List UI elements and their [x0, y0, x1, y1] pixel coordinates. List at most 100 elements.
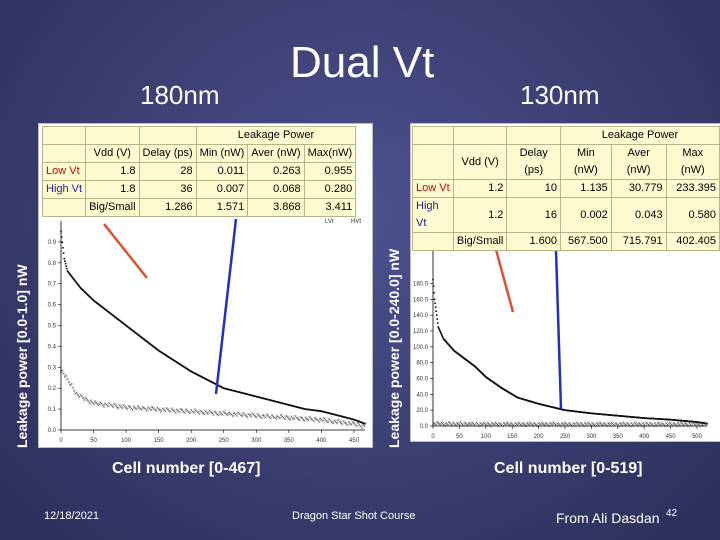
data-point-high-vt: ×	[172, 408, 175, 414]
data-point-high-vt: ×	[594, 424, 597, 430]
col-header: Min (nW)	[559, 144, 612, 180]
data-point-high-vt: ×	[477, 423, 480, 429]
data-point-high-vt: ×	[539, 423, 542, 429]
data-point-high-vt: ×	[268, 415, 271, 421]
data-point-high-vt: ×	[530, 421, 533, 427]
data-point-high-vt: ×	[659, 423, 662, 429]
data-point-high-vt: ×	[60, 369, 63, 375]
data-point-high-vt: ×	[547, 423, 550, 429]
data-point-high-vt: ×	[592, 422, 595, 428]
data-point-high-vt: ×	[654, 422, 657, 428]
data-point-high-vt: ×	[583, 424, 586, 430]
x-tick-label: 300	[251, 438, 262, 444]
data-point-high-vt: ×	[503, 422, 506, 428]
data-point-low-vt	[435, 314, 438, 316]
table-cell: 30.779	[610, 179, 667, 198]
data-point-high-vt: ×	[313, 416, 316, 422]
data-point-high-vt: ×	[628, 423, 631, 429]
data-point-high-vt: ×	[596, 422, 599, 428]
data-point-high-vt: ×	[117, 406, 120, 412]
data-point-high-vt: ×	[173, 409, 176, 415]
row-label-low-vt: Low Vt	[41, 162, 87, 181]
data-point-high-vt: ×	[196, 410, 199, 416]
data-point-high-vt: ×	[671, 424, 674, 430]
annotation-arrow	[553, 218, 563, 410]
table-cell: 0.580	[665, 197, 720, 233]
x-tick-label: 0	[59, 438, 63, 444]
data-point-high-vt: ×	[135, 407, 138, 413]
table-cell: 715.791	[610, 232, 667, 251]
data-point-high-vt: ×	[351, 420, 354, 426]
group-header: Leakage Power	[559, 126, 720, 145]
data-point-high-vt: ×	[291, 416, 294, 422]
data-point-high-vt: ×	[231, 414, 234, 420]
data-point-high-vt: ×	[276, 414, 279, 420]
data-point-high-vt: ×	[320, 418, 323, 424]
y-tick-label: 20.0	[416, 408, 428, 414]
data-point-high-vt: ×	[294, 414, 297, 420]
table-cell: 0.043	[610, 197, 667, 233]
data-point-high-vt: ×	[134, 406, 137, 412]
data-point-high-vt: ×	[170, 407, 173, 413]
data-point-high-vt: ×	[250, 414, 253, 420]
data-point-high-vt: ×	[558, 423, 561, 429]
data-point-high-vt: ×	[666, 422, 669, 428]
slide-title: Dual Vt	[290, 38, 435, 87]
data-point-high-vt: ×	[595, 421, 598, 427]
y-tick-label: 0.0	[420, 424, 429, 430]
annotation-arrow	[214, 218, 238, 395]
data-point-high-vt: ×	[323, 416, 326, 422]
data-point-high-vt: ×	[74, 392, 77, 398]
data-point-high-vt: ×	[606, 424, 609, 430]
x-tick-label: 100	[121, 438, 132, 444]
data-point-high-vt: ×	[510, 421, 513, 427]
data-point-high-vt: ×	[126, 407, 129, 413]
data-point-high-vt: ×	[501, 424, 504, 430]
table-corner	[412, 126, 454, 145]
data-point-high-vt: ×	[281, 414, 284, 420]
data-point-high-vt: ×	[304, 416, 307, 422]
table-blank	[138, 126, 197, 145]
data-point-high-vt: ×	[118, 403, 121, 409]
data-point-high-vt: ×	[349, 421, 352, 427]
data-point-high-vt: ×	[69, 383, 72, 389]
data-point-low-vt	[64, 262, 67, 265]
x-tick-label: 150	[154, 438, 165, 444]
data-point-high-vt: ×	[552, 420, 555, 426]
data-point-high-vt: ×	[608, 422, 611, 428]
data-point-high-vt: ×	[259, 415, 262, 421]
data-point-high-vt: ×	[565, 422, 568, 428]
data-point-high-vt: ×	[345, 422, 348, 428]
data-point-high-vt: ×	[251, 411, 254, 417]
data-point-high-vt: ×	[195, 409, 198, 415]
data-point-high-vt: ×	[192, 411, 195, 417]
data-point-high-vt: ×	[540, 420, 543, 426]
data-point-high-vt: ×	[252, 413, 255, 419]
data-point-high-vt: ×	[632, 423, 635, 429]
data-point-high-vt: ×	[333, 418, 336, 424]
data-point-high-vt: ×	[254, 414, 257, 420]
data-point-low-vt	[69, 274, 72, 277]
data-point-high-vt: ×	[187, 410, 190, 416]
data-point-high-vt: ×	[645, 421, 648, 427]
data-point-high-vt: ×	[576, 422, 579, 428]
footer-date: 12/18/2021	[44, 510, 100, 522]
data-point-high-vt: ×	[246, 415, 249, 421]
data-point-high-vt: ×	[182, 409, 185, 415]
data-point-low-vt	[364, 422, 366, 425]
data-point-low-vt	[437, 326, 440, 328]
data-point-high-vt: ×	[71, 385, 74, 391]
data-point-high-vt: ×	[537, 421, 540, 427]
data-point-high-vt: ×	[567, 424, 570, 430]
data-point-high-vt: ×	[229, 412, 232, 418]
group-header: Leakage Power	[195, 126, 357, 145]
data-point-high-vt: ×	[461, 422, 464, 428]
data-point-high-vt: ×	[293, 417, 296, 423]
data-point-high-vt: ×	[509, 424, 512, 430]
table-cell: 1.2	[452, 179, 508, 198]
data-point-high-vt: ×	[689, 422, 692, 428]
data-point-low-vt	[65, 265, 68, 267]
data-point-high-vt: ×	[113, 402, 116, 408]
data-point-high-vt: ×	[668, 421, 671, 427]
data-point-high-vt: ×	[555, 424, 558, 430]
